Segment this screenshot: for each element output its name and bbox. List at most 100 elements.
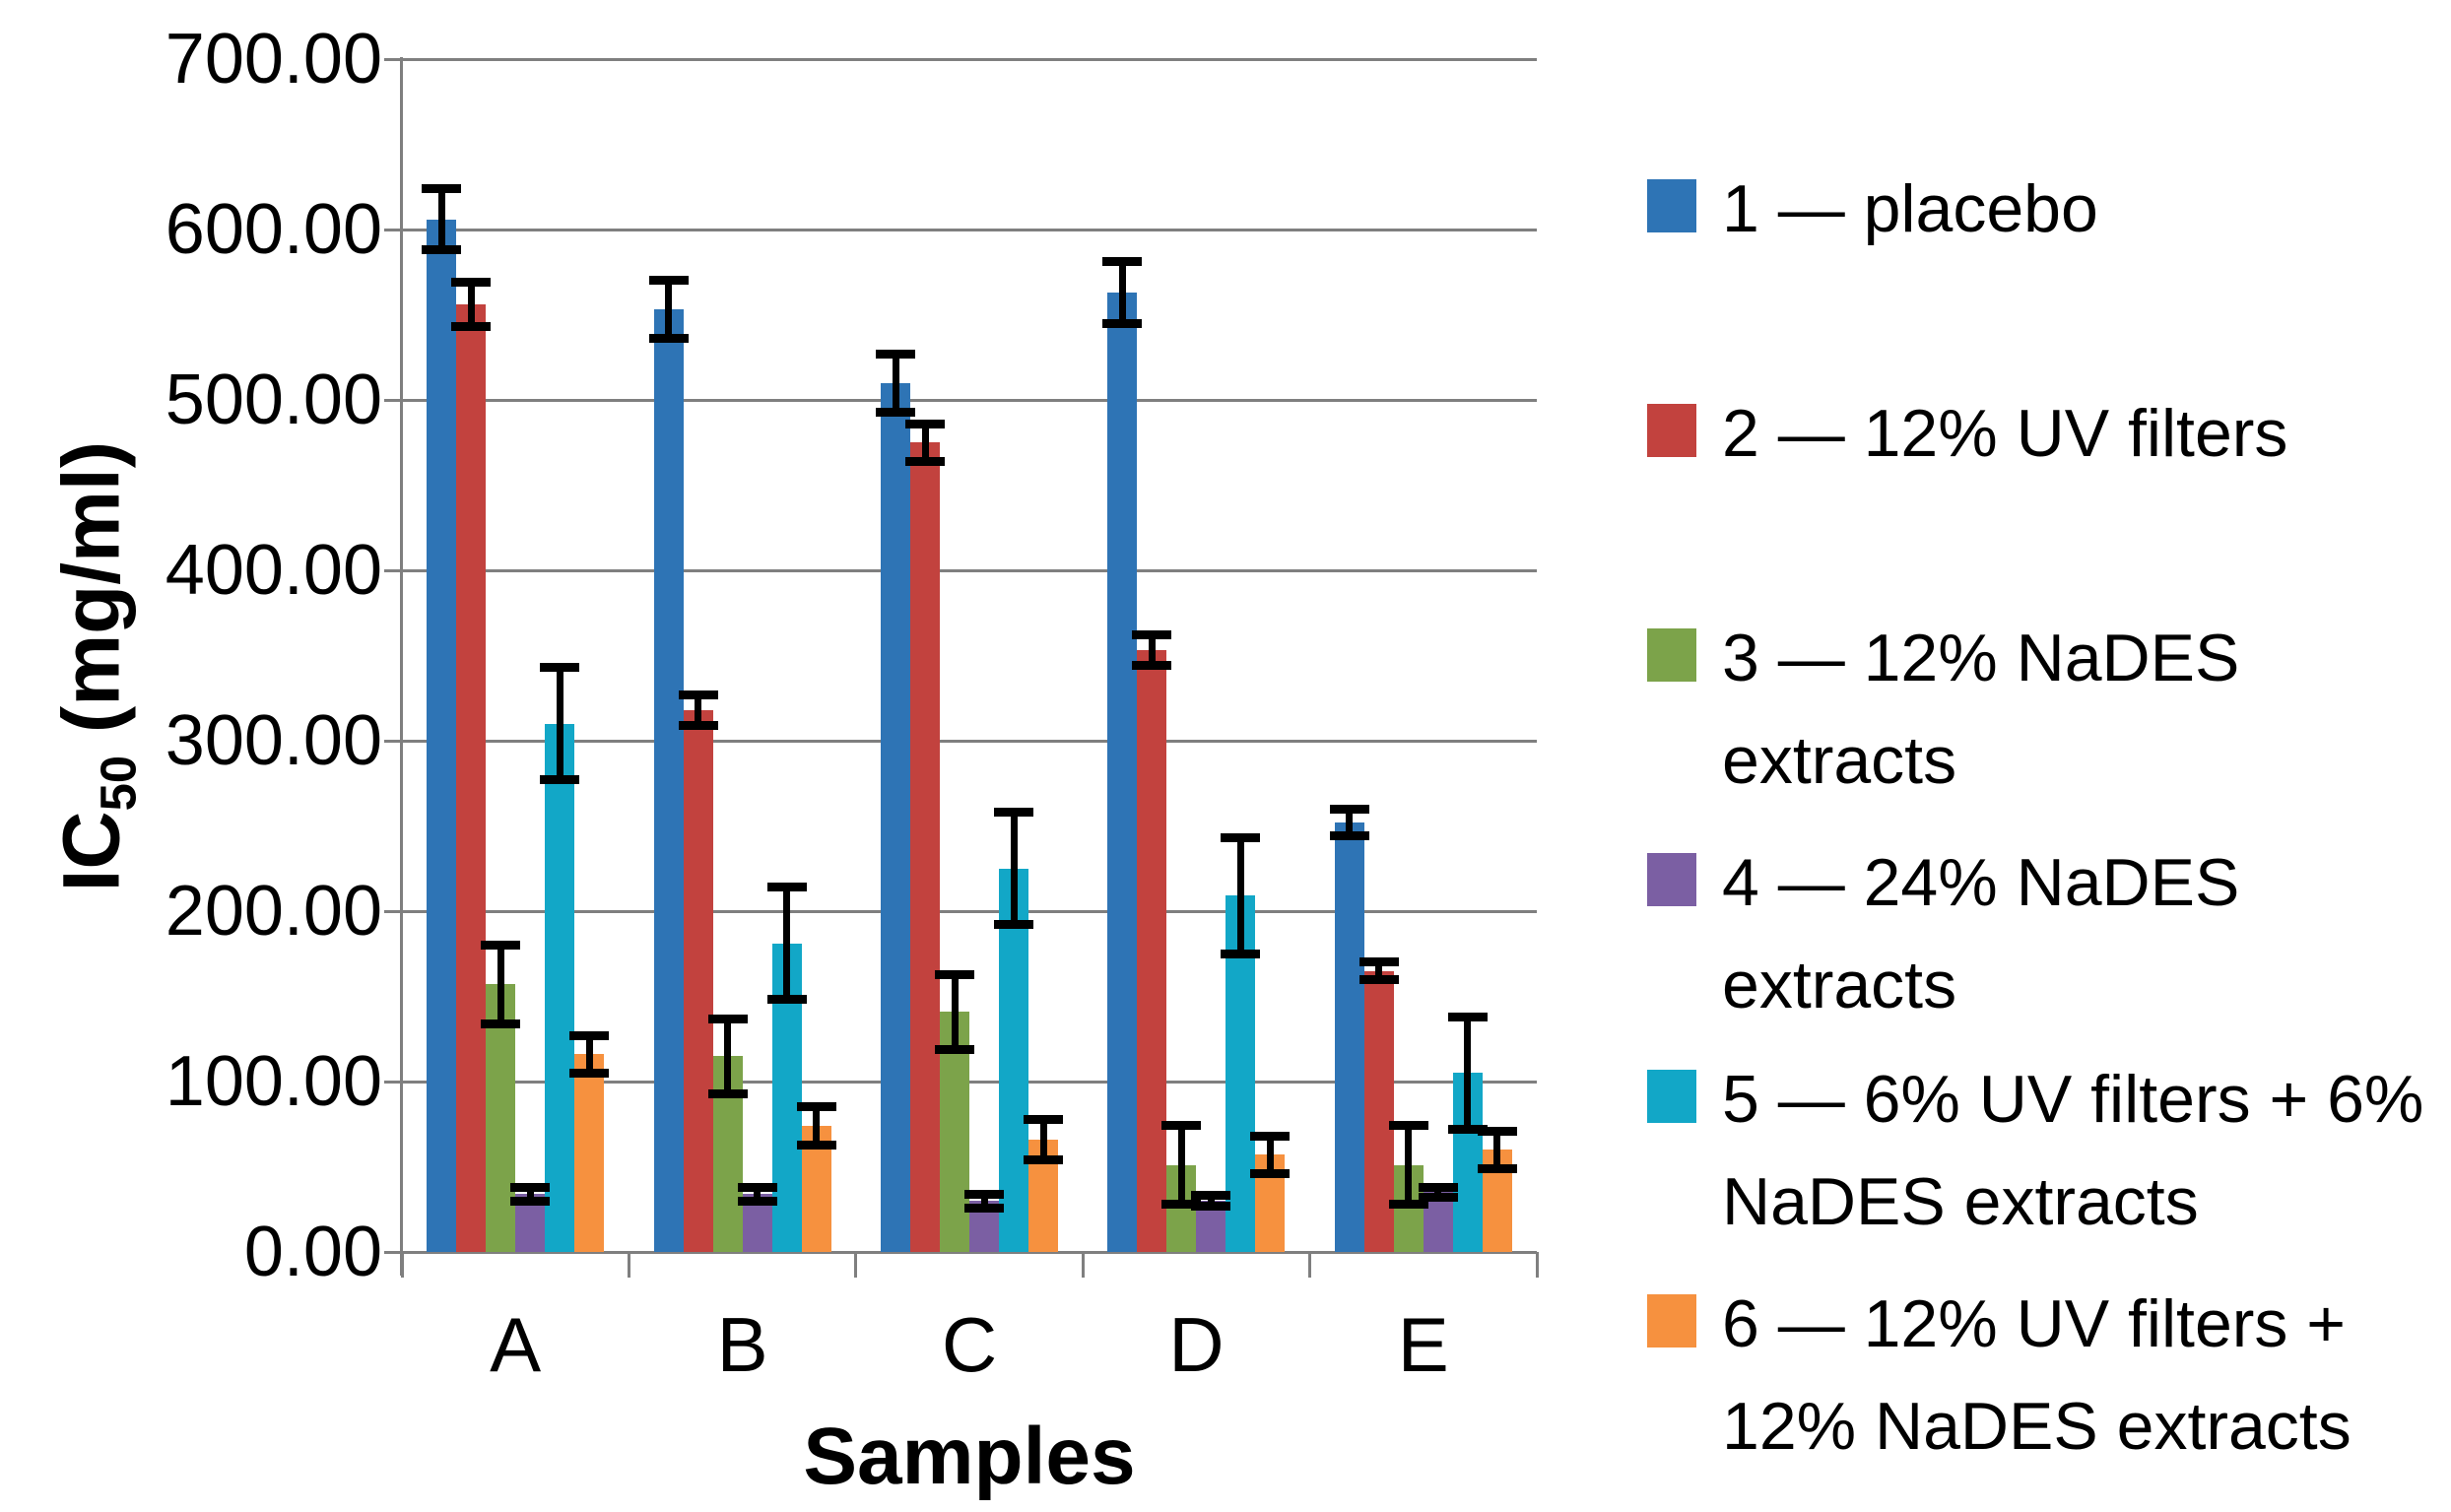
x-category-label-C: C — [941, 1301, 998, 1388]
error-cap-low-series6-C — [1024, 1155, 1063, 1165]
error-bar-series1-B — [665, 280, 673, 339]
error-cap-low-series4-B — [737, 1196, 777, 1206]
error-cap-high-series3-A — [481, 941, 521, 951]
error-bar-series5-B — [783, 887, 791, 1000]
bar-series5-C — [999, 868, 1028, 1252]
error-cap-low-series2-B — [678, 720, 718, 730]
bar-series6-A — [574, 1054, 605, 1252]
error-bar-series2-C — [921, 424, 929, 462]
error-cap-low-series6-A — [569, 1068, 610, 1078]
error-cap-high-series4-D — [1191, 1191, 1231, 1201]
error-cap-high-series5-A — [540, 663, 580, 673]
error-cap-high-series2-B — [678, 690, 718, 699]
error-cap-high-series4-A — [510, 1182, 551, 1192]
error-cap-low-series2-A — [451, 322, 492, 332]
gridline — [384, 568, 1537, 572]
bar-series4-E — [1423, 1192, 1453, 1252]
bar-series3-A — [486, 984, 516, 1252]
y-tick-label-100.00: 100.00 — [165, 1042, 382, 1121]
error-cap-low-series3-A — [481, 1019, 521, 1028]
error-cap-low-series2-C — [905, 456, 945, 466]
x-axis-tick — [1081, 1252, 1085, 1278]
x-axis-tick — [854, 1252, 858, 1278]
error-cap-high-series3-D — [1161, 1121, 1202, 1131]
legend-item-3: 3 — 12% NaDES extracts — [1647, 607, 2441, 812]
error-cap-low-series5-C — [994, 920, 1033, 930]
error-cap-high-series6-E — [1477, 1126, 1517, 1136]
y-tick-label-400.00: 400.00 — [165, 531, 382, 610]
error-cap-high-series1-A — [422, 183, 462, 193]
x-category-label-B: B — [716, 1301, 768, 1388]
legend-swatch-24nades — [1647, 853, 1696, 906]
legend-label-6uv-6nades: 5 — 6% UV filters + 6% NaDES extracts — [1722, 1062, 2424, 1239]
error-cap-high-series2-C — [905, 419, 945, 428]
error-cap-low-series4-D — [1191, 1201, 1231, 1211]
error-bar-series2-E — [1375, 961, 1383, 980]
error-cap-high-series6-B — [796, 1102, 836, 1112]
gridline — [384, 228, 1537, 231]
bar-series1-E — [1334, 822, 1364, 1252]
error-cap-low-series6-E — [1477, 1163, 1517, 1173]
plot-area — [384, 57, 1539, 1278]
x-category-label-A: A — [490, 1301, 542, 1388]
error-bar-series6-E — [1493, 1131, 1501, 1169]
legend-swatch-12nades — [1647, 628, 1696, 682]
x-axis-line — [384, 1250, 1537, 1254]
legend-label-24nades: 4 — 24% NaDES extracts — [1722, 845, 2240, 1022]
error-bar-series3-A — [497, 945, 504, 1024]
y-axis-line — [400, 57, 403, 1276]
error-bar-series4-D — [1207, 1195, 1215, 1207]
error-cap-low-series3-C — [935, 1044, 974, 1054]
gridline — [384, 57, 1537, 61]
error-bar-series2-A — [467, 282, 475, 327]
error-cap-low-series5-A — [540, 775, 580, 785]
error-bar-series3-E — [1405, 1125, 1413, 1205]
legend-label-placebo: 1 — placebo — [1722, 171, 2098, 246]
error-cap-high-series6-C — [1024, 1114, 1063, 1124]
error-cap-low-series1-E — [1329, 831, 1369, 841]
error-cap-high-series5-E — [1447, 1012, 1488, 1021]
error-cap-high-series5-C — [994, 808, 1033, 818]
bar-series2-C — [910, 442, 940, 1252]
error-cap-low-series3-B — [707, 1088, 748, 1098]
error-bar-series6-B — [813, 1106, 821, 1146]
x-axis-title: Samples — [803, 1412, 1136, 1501]
error-bar-series3-B — [724, 1019, 732, 1094]
bar-series2-D — [1137, 650, 1167, 1252]
legend-item-5: 5 — 6% UV filters + 6% NaDES extracts — [1647, 1048, 2441, 1253]
error-bar-series5-D — [1236, 837, 1244, 954]
gridline — [384, 739, 1537, 743]
error-cap-high-series4-C — [964, 1189, 1004, 1199]
error-cap-low-series1-D — [1102, 318, 1143, 328]
error-bar-series5-E — [1464, 1017, 1472, 1130]
y-tick-label-500.00: 500.00 — [165, 361, 382, 439]
error-cap-high-series4-E — [1418, 1182, 1458, 1192]
bar-series5-A — [545, 723, 575, 1252]
error-cap-high-series6-A — [569, 1030, 610, 1040]
bar-series2-E — [1363, 970, 1394, 1252]
bar-series2-B — [683, 709, 713, 1252]
error-cap-high-series5-D — [1221, 833, 1261, 843]
x-category-label-E: E — [1397, 1301, 1449, 1388]
error-bar-series1-C — [892, 354, 899, 413]
legend-label-12nades: 3 — 12% NaDES extracts — [1722, 621, 2240, 798]
gridline — [384, 398, 1537, 402]
error-cap-low-series6-D — [1250, 1168, 1291, 1178]
legend-item-6: 6 — 12% UV filters + 12% NaDES extracts — [1647, 1273, 2441, 1478]
legend-swatch-12uv-12nades — [1647, 1294, 1696, 1348]
error-cap-high-series3-B — [707, 1014, 748, 1023]
error-bar-series6-C — [1039, 1119, 1047, 1160]
gridline — [384, 909, 1537, 913]
error-bar-series6-A — [585, 1035, 593, 1074]
bar-series2-A — [456, 304, 487, 1252]
error-cap-high-series1-D — [1102, 257, 1143, 267]
error-bar-series2-B — [695, 694, 702, 726]
error-cap-high-series3-C — [935, 969, 974, 979]
error-cap-low-series4-A — [510, 1196, 551, 1206]
x-axis-tick — [400, 1252, 404, 1278]
error-bar-series5-C — [1010, 812, 1018, 925]
y-tick-label-700.00: 700.00 — [165, 20, 382, 99]
error-cap-high-series6-D — [1250, 1131, 1291, 1141]
error-bar-series1-D — [1118, 261, 1126, 324]
error-cap-high-series2-E — [1358, 957, 1399, 967]
